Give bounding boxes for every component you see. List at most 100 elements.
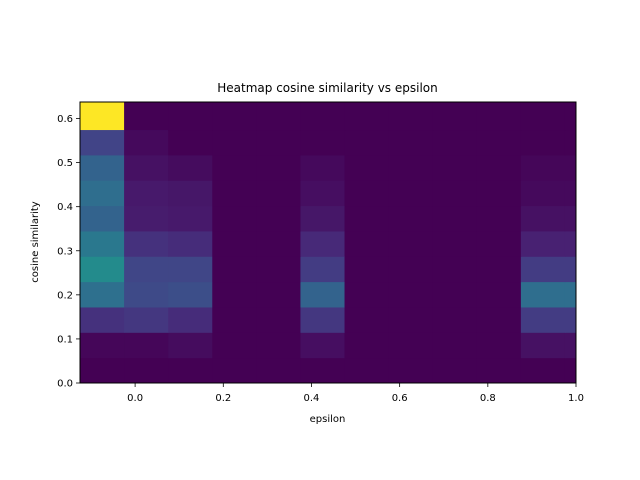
- y-tick-label: 0.0: [57, 379, 73, 390]
- x-tick-label: 0.4: [304, 393, 320, 404]
- heatmap-cell: [388, 180, 434, 207]
- heatmap-cell: [344, 129, 390, 156]
- heatmap-cell: [80, 205, 125, 232]
- heatmap-cell: [520, 281, 566, 308]
- heatmap-cell: [388, 332, 434, 359]
- heatmap-cell: [564, 281, 577, 308]
- heatmap-cell: [344, 205, 390, 232]
- heatmap-cell: [564, 205, 577, 232]
- heatmap-cell: [80, 154, 125, 181]
- heatmap-cell: [476, 154, 522, 181]
- plot-frame: [79, 101, 577, 384]
- heatmap-cell: [300, 102, 346, 131]
- heatmap-cell: [520, 205, 566, 232]
- heatmap-cell: [212, 230, 257, 257]
- heatmap-cell: [212, 357, 257, 384]
- heatmap-cell: [432, 230, 478, 257]
- heatmap-cell: [168, 332, 213, 359]
- heatmap-cell: [476, 205, 522, 232]
- heatmap-cell: [564, 154, 577, 181]
- heatmap-cell: [432, 281, 478, 308]
- heatmap-cell: [432, 205, 478, 232]
- heatmap-cell: [212, 306, 257, 333]
- x-tick-label: 0.6: [392, 393, 408, 404]
- heatmap-cell: [520, 102, 566, 131]
- y-tick-label: 0.3: [57, 246, 73, 257]
- heatmap-cell: [344, 332, 390, 359]
- heatmap-cell: [256, 357, 301, 384]
- heatmap-cell: [520, 154, 566, 181]
- heatmap-cell: [520, 357, 566, 384]
- heatmap-cell: [124, 306, 169, 333]
- heatmap-cell: [564, 102, 577, 131]
- heatmap-cell: [300, 230, 346, 257]
- heatmap-cell: [432, 256, 478, 283]
- heatmap-cell: [168, 357, 213, 384]
- heatmap-cell: [168, 230, 213, 257]
- heatmap-cell: [388, 281, 434, 308]
- heatmap-cell: [168, 102, 213, 131]
- heatmap-cell: [124, 256, 169, 283]
- heatmap-cell: [124, 332, 169, 359]
- heatmap-cell: [564, 256, 577, 283]
- heatmap-cell: [256, 129, 301, 156]
- heatmap-cell: [476, 102, 522, 131]
- heatmap-cell: [476, 180, 522, 207]
- heatmap-cell: [300, 332, 346, 359]
- heatmap-cells: [80, 102, 577, 384]
- heatmap-cell: [564, 230, 577, 257]
- heatmap-cell: [388, 230, 434, 257]
- heatmap-cell: [344, 256, 390, 283]
- heatmap-cell: [520, 332, 566, 359]
- y-axis-ticks: 0.0 0.1 0.2 0.3 0.4 0.5 0.6: [57, 114, 80, 390]
- heatmap-cell: [80, 281, 125, 308]
- heatmap-cell: [168, 256, 213, 283]
- heatmap-cell: [564, 306, 577, 333]
- heatmap-cell: [212, 256, 257, 283]
- y-tick-label: 0.4: [57, 202, 73, 213]
- heatmap-cell: [124, 230, 169, 257]
- heatmap-cell: [212, 180, 257, 207]
- heatmap-cell: [80, 102, 125, 131]
- heatmap-cell: [388, 357, 434, 384]
- heatmap-cell: [564, 357, 577, 384]
- heatmap-cell: [124, 102, 169, 131]
- heatmap-cell: [388, 102, 434, 131]
- heatmap-cell: [80, 180, 125, 207]
- heatmap-cell: [476, 256, 522, 283]
- heatmap-cell: [564, 129, 577, 156]
- chart-title: Heatmap cosine similarity vs epsilon: [217, 81, 438, 95]
- y-tick-label: 0.1: [57, 334, 73, 345]
- heatmap-cell: [212, 332, 257, 359]
- heatmap-cell: [432, 154, 478, 181]
- heatmap-cell: [300, 281, 346, 308]
- heatmap-cell: [124, 357, 169, 384]
- heatmap-cell: [388, 129, 434, 156]
- heatmap-cell: [212, 102, 257, 131]
- heatmap-cell: [476, 281, 522, 308]
- heatmap-cell: [388, 205, 434, 232]
- heatmap-cell: [432, 180, 478, 207]
- heatmap-cell: [344, 102, 390, 131]
- heatmap-cell: [432, 332, 478, 359]
- heatmap-cell: [520, 256, 566, 283]
- heatmap-cell: [168, 306, 213, 333]
- x-tick-label: 0.8: [480, 393, 496, 404]
- heatmap-cell: [564, 180, 577, 207]
- heatmap-cell: [476, 357, 522, 384]
- heatmap-cell: [212, 129, 257, 156]
- heatmap-cell: [344, 281, 390, 308]
- heatmap-cell: [564, 332, 577, 359]
- heatmap-cell: [168, 180, 213, 207]
- heatmap-cell: [300, 357, 346, 384]
- heatmap-cell: [388, 256, 434, 283]
- heatmap-cell: [476, 306, 522, 333]
- heatmap-cell: [124, 281, 169, 308]
- heatmap-cell: [432, 306, 478, 333]
- heatmap-cell: [432, 357, 478, 384]
- heatmap-cell: [80, 230, 125, 257]
- heatmap-cell: [300, 154, 346, 181]
- heatmap-cell: [168, 154, 213, 181]
- heatmap-cell: [80, 332, 125, 359]
